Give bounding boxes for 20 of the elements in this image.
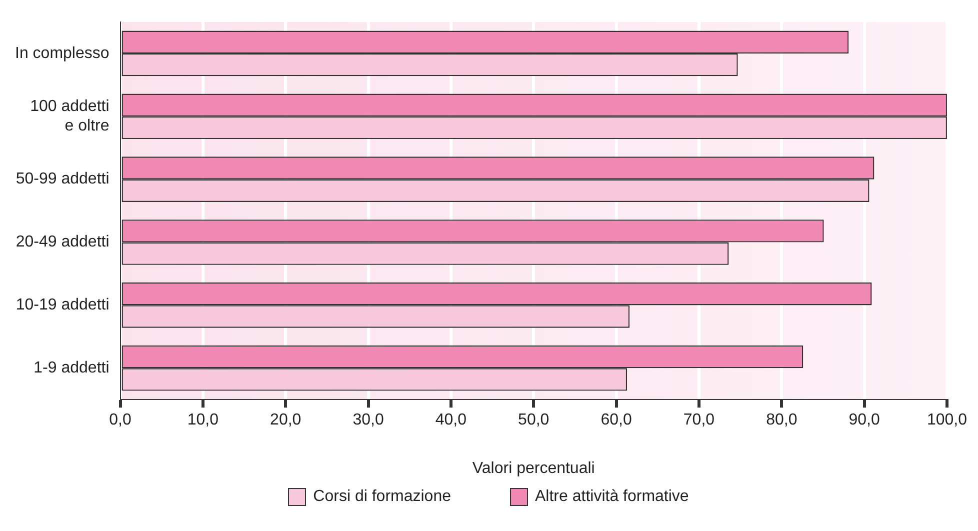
x-tick-label: 80,0 — [766, 412, 798, 429]
x-tick-label: 40,0 — [435, 412, 467, 429]
x-tick-label: 10,0 — [187, 412, 219, 429]
legend-label: Altre attività formative — [535, 488, 689, 506]
x-tick-label: 0,0 — [109, 412, 132, 429]
x-tick-label: 50,0 — [518, 412, 550, 429]
y-tick-label: In complesso — [15, 44, 110, 62]
x-tick-label: 90,0 — [848, 412, 880, 429]
y-tick-label: 50-99 addetti — [16, 170, 110, 188]
y-tick-label: 100 addetti e oltre — [30, 98, 110, 134]
x-axis-title: Valori percentuali — [472, 460, 595, 477]
x-tick-label: 20,0 — [270, 412, 302, 429]
x-tick-label: 70,0 — [683, 412, 715, 429]
y-tick-label: 10-19 addetti — [16, 296, 110, 314]
y-tick-label: 20-49 addetti — [16, 234, 110, 251]
x-tick-label: 100,0 — [926, 412, 968, 429]
y-tick-label: 1-9 addetti — [34, 360, 110, 377]
x-tick-label: 60,0 — [600, 412, 632, 429]
legend-label: Corsi di formazione — [313, 488, 451, 506]
x-tick-label: 30,0 — [352, 412, 384, 429]
